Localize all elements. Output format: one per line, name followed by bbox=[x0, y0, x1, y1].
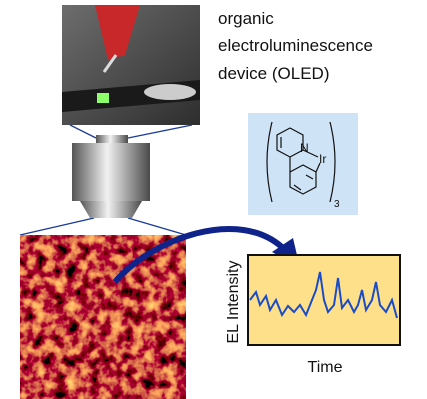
plot: EL Intensity Time bbox=[225, 255, 400, 376]
subscript: 3 bbox=[334, 199, 340, 210]
el-image bbox=[20, 235, 186, 399]
y-axis-label: EL Intensity bbox=[225, 260, 242, 343]
title-line: organic bbox=[218, 9, 274, 28]
title-line: electroluminescence bbox=[218, 36, 373, 55]
objective bbox=[72, 135, 150, 218]
atom-label: Ir bbox=[319, 152, 326, 166]
molecule: N Ir 3 bbox=[248, 113, 358, 215]
atom-label: N bbox=[300, 141, 309, 155]
title-line: device (OLED) bbox=[218, 64, 329, 83]
x-axis-label: Time bbox=[308, 359, 343, 376]
device-photo bbox=[62, 5, 200, 125]
figure: organic electroluminescence device (OLED… bbox=[0, 0, 427, 399]
